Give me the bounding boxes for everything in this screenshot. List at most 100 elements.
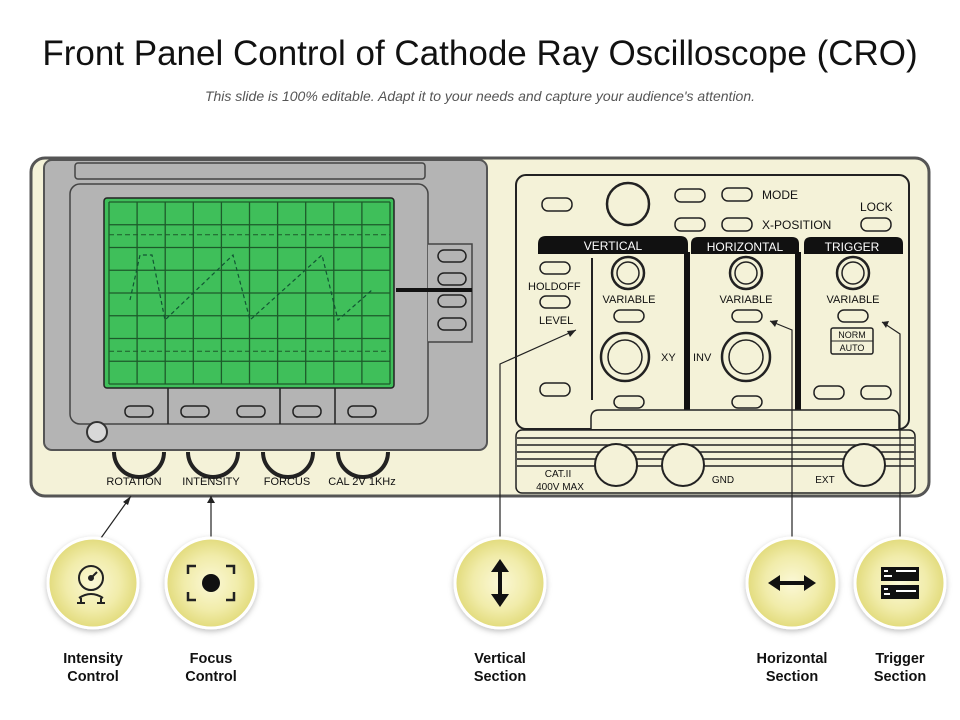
focus-callout-circle [164,536,258,630]
trigger-leader [881,321,901,538]
x-position-label: X-POSITION [762,218,831,232]
holdoff-button[interactable] [539,261,571,275]
mode-button[interactable] [721,187,753,202]
focus-knob[interactable] [261,451,315,479]
vertical-lower-pill-left[interactable] [539,382,571,397]
gauge-icon [77,565,105,604]
inv-knob-inner [728,339,764,375]
horizontal-variable-label: VARIABLE [720,294,773,306]
separator-2 [795,252,801,410]
focus-callout-caption: Focus Control [141,650,281,686]
focus-label: FORCUS [264,476,310,488]
intensity-knob[interactable] [186,451,240,479]
focus-callout-line2: Control [185,669,237,685]
horizontal-pill[interactable] [731,309,763,323]
vertical-callout-line1: Vertical [474,651,526,667]
bezel-button [437,272,467,286]
horizontal-callout-circle [745,536,839,630]
trigger-icon [881,567,919,599]
intensity-callout-line1: Intensity [63,651,123,667]
leader-lines [100,320,901,539]
vertical-pill[interactable] [613,309,645,323]
trigger-pill[interactable] [837,309,869,323]
bezel-side-buttons [396,249,472,331]
level-label: LEVEL [539,315,573,327]
vertical-arrow-icon [491,559,509,607]
mode-label: MODE [762,188,798,202]
mode-big-knob[interactable] [605,181,651,227]
lock-button[interactable] [860,217,892,232]
vertical-variable-label: VARIABLE [603,294,656,306]
pill-a[interactable] [541,197,573,212]
xy-label: XY [661,352,676,364]
trigger-header: TRIGGER [825,240,880,254]
trigger-lower-pill-1[interactable] [813,385,845,400]
trigger-callout-caption: Trigger Section [830,650,960,686]
intensity-callout-line2: Control [67,669,119,685]
trigger-variable-label: VARIABLE [827,294,880,306]
x-position-button[interactable] [721,217,753,232]
level-button[interactable] [539,295,571,309]
bezel-button [437,294,467,308]
cat-label: CAT.II [545,469,571,480]
norm-label: NORM [838,330,866,340]
screen-bottom-button [292,405,322,418]
horizontal-callout-line1: Horizontal [756,651,828,667]
gnd-label: GND [712,475,734,486]
pill-c[interactable] [674,217,706,232]
horizontal-callout-caption: Horizontal Section [722,650,862,686]
vertical-callout-line2: Section [473,669,527,685]
vertical-lower-pill[interactable] [613,395,645,409]
cat-voltage-label: 400V MAX [536,482,584,493]
vertical-leader [499,329,577,538]
auto-label: AUTO [840,343,865,353]
bezel-bar [396,288,472,292]
panel-bottom-tab [590,409,900,429]
knob-row [112,451,390,479]
horizontal-header: HORIZONTAL [707,240,784,254]
trigger-callout-circle [853,536,947,630]
bezel-button [437,317,467,331]
xy-knob-inner [607,339,643,375]
cal-label: CAL 2V 1KHz [328,476,395,488]
rotation-knob[interactable] [112,451,166,479]
ch1-input-connector[interactable] [594,443,638,487]
trigger-callout-line1: Trigger [875,651,925,667]
focus-arrowhead [207,496,215,503]
vertical-callout-caption: Vertical Section [430,650,570,686]
power-knob[interactable] [86,421,108,443]
inv-label: INV [693,352,712,364]
vertical-variable-knob-inner [616,261,640,285]
trigger-arrowhead [882,321,889,328]
horizontal-header-bar [691,237,799,254]
ch2-input-connector[interactable] [661,443,705,487]
holdoff-label: HOLDOFF [528,281,581,293]
page-title: Front Panel Control of Cathode Ray Oscil… [42,34,918,73]
page-subtitle: This slide is 100% editable. Adapt it to… [204,88,756,104]
intensity-label: INTENSITY [182,476,240,488]
separator-1 [684,252,690,410]
bezel-button [437,249,467,263]
trigger-variable-knob-inner [841,261,865,285]
trigger-lower-pill-2[interactable] [860,385,892,400]
trigger-header-bar [804,237,903,254]
focus-callout-line1: Focus [189,651,233,667]
horizontal-variable-knob-inner [734,261,758,285]
vertical-callout-circle [453,536,547,630]
vertical-header: VERTICAL [584,239,643,253]
screen-bottom-buttons [124,388,377,424]
top-slot [74,162,426,180]
horizontal-callout-line2: Section [765,669,819,685]
horizontal-lower-pill[interactable] [731,395,763,409]
rotation-label: ROTATION [106,476,161,488]
cal-knob[interactable] [336,451,390,479]
lock-label: LOCK [860,200,893,214]
ext-input-connector[interactable] [842,443,886,487]
horizontal-arrowhead [770,320,778,327]
screen-bottom-button [180,405,210,418]
screen-bottom-button [124,405,154,418]
pill-b[interactable] [674,188,706,203]
intensity-callout-caption: Intensity Control [23,650,163,686]
ext-label: EXT [815,475,834,486]
